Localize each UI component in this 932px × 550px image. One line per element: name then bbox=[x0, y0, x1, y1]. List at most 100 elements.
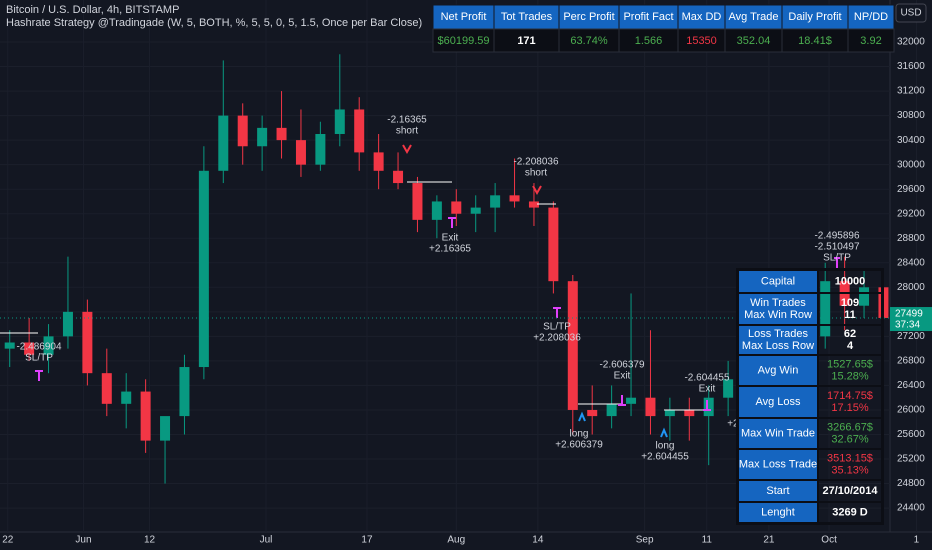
stats-value: 3.92 bbox=[860, 35, 881, 47]
trade-lines bbox=[0, 144, 840, 438]
strategy-subtitle: Hashrate Strategy @Tradingade (W, 5, BOT… bbox=[6, 17, 422, 29]
candle-body bbox=[509, 195, 520, 202]
trade-label: long bbox=[570, 429, 589, 440]
summary-label-cell bbox=[737, 417, 819, 450]
exit-marker bbox=[834, 257, 840, 268]
trade-label: -2.16365 bbox=[387, 115, 427, 126]
trade-label: Exit bbox=[442, 233, 459, 244]
candle-body bbox=[160, 416, 171, 441]
candle-body bbox=[626, 397, 637, 404]
short-arrow bbox=[402, 144, 412, 155]
summary-label: Loss Trades bbox=[748, 328, 808, 340]
trade-label: -2.606379 bbox=[599, 360, 644, 371]
summary-label: Capital bbox=[761, 275, 795, 287]
trade-label: short bbox=[525, 168, 547, 179]
candle-body bbox=[198, 170, 209, 368]
candle-body bbox=[528, 201, 539, 208]
candle-body bbox=[548, 207, 559, 282]
candle-body bbox=[684, 409, 695, 417]
trade-label: SL/TP bbox=[823, 253, 851, 264]
y-tick-label: 32000 bbox=[897, 37, 925, 48]
trade-label: +2.606379 bbox=[555, 440, 603, 451]
summary-value: 1527.65$ bbox=[827, 358, 873, 370]
candle-body bbox=[140, 391, 151, 441]
candle-body bbox=[237, 115, 248, 147]
currency-label[interactable]: USD bbox=[900, 8, 921, 19]
candle-body bbox=[451, 201, 462, 214]
stats-header-cell bbox=[847, 4, 895, 30]
trade-label: -2.486904 bbox=[16, 342, 61, 353]
summary-value: 3513.15$ bbox=[827, 452, 873, 464]
x-tick-label: 11 bbox=[702, 535, 713, 546]
candle-body bbox=[276, 127, 287, 141]
summary-label: Lenght bbox=[761, 506, 795, 518]
y-tick-label: 24800 bbox=[897, 478, 925, 489]
summary-value: 11 bbox=[844, 309, 856, 321]
y-tick-label: 31600 bbox=[897, 61, 925, 72]
candle-body bbox=[315, 133, 326, 165]
trade-label: SL/TP bbox=[543, 322, 571, 333]
trade-label: -2.208036 bbox=[513, 157, 558, 168]
stats-value: 1.566 bbox=[635, 35, 663, 47]
y-tick-label: 29600 bbox=[897, 184, 925, 195]
stats-header: Profit Fact bbox=[623, 11, 673, 23]
symbol-title: Bitcoin / U.S. Dollar, 4h, BITSTAMP bbox=[6, 4, 179, 16]
summary-value: 3269 D bbox=[832, 506, 868, 518]
candle-body bbox=[393, 170, 404, 184]
currency-button[interactable] bbox=[895, 3, 927, 23]
x-tick-label: 22 bbox=[2, 535, 14, 546]
summary-label: Win Trades bbox=[750, 297, 806, 309]
x-tick-label: Oct bbox=[821, 535, 837, 546]
y-tick-label: 31200 bbox=[897, 86, 925, 97]
y-tick-label: 26800 bbox=[897, 356, 925, 367]
summary-label: Avg Win bbox=[758, 364, 799, 376]
candle-body bbox=[179, 367, 190, 417]
summary-value: 3266.67$ bbox=[827, 421, 873, 433]
trade-label: -2.604455 bbox=[684, 373, 729, 384]
short-arrow bbox=[532, 185, 542, 196]
summary-label: Max Loss Row bbox=[742, 340, 814, 352]
summary-value: 10000 bbox=[835, 275, 866, 287]
exit-marker bbox=[35, 370, 43, 381]
stats-header: Net Profit bbox=[441, 11, 487, 23]
summary-label: Max Win Trade bbox=[741, 427, 815, 439]
x-tick-label: Jul bbox=[260, 535, 273, 546]
candle-body bbox=[664, 409, 675, 417]
x-tick-label: 1 bbox=[914, 535, 920, 546]
y-tick-label: 30000 bbox=[897, 159, 925, 170]
trade-label: +2.16365 bbox=[429, 244, 471, 255]
summary-value: 1714.75$ bbox=[827, 390, 873, 402]
summary-label: Start bbox=[766, 485, 789, 497]
y-tick-label: 29200 bbox=[897, 208, 925, 219]
trade-label: Exit bbox=[699, 384, 716, 395]
stats-value-cell bbox=[847, 28, 895, 53]
candle-body bbox=[431, 201, 442, 220]
stats-header-cell bbox=[781, 4, 849, 30]
countdown-label: 37:34 bbox=[895, 320, 920, 331]
x-tick-label: 21 bbox=[763, 535, 775, 546]
candle-body bbox=[218, 115, 229, 171]
candle-body bbox=[101, 373, 112, 404]
trade-label: Exit bbox=[614, 371, 631, 382]
y-tick-label: 26400 bbox=[897, 380, 925, 391]
stats-header: Daily Profit bbox=[788, 11, 841, 23]
y-tick-label: 30400 bbox=[897, 135, 925, 146]
summary-value: 4 bbox=[847, 340, 854, 352]
candle-body bbox=[820, 281, 831, 337]
stats-value: 352.04 bbox=[737, 35, 771, 47]
candle-body bbox=[257, 127, 268, 147]
stats-header: Max DD bbox=[682, 11, 722, 23]
y-tick-label: 30800 bbox=[897, 110, 925, 121]
exit-marker bbox=[448, 217, 456, 228]
candle-body bbox=[373, 152, 384, 171]
x-tick-label: Aug bbox=[447, 535, 465, 546]
trade-label: +2.208036 bbox=[533, 333, 581, 344]
x-tick-label: Sep bbox=[636, 535, 654, 546]
candle-body bbox=[82, 311, 93, 374]
summary-value: 27/10/2014 bbox=[822, 485, 878, 497]
x-tick-label: 17 bbox=[361, 535, 373, 546]
candle-body bbox=[723, 379, 734, 398]
candle-body bbox=[606, 403, 617, 417]
